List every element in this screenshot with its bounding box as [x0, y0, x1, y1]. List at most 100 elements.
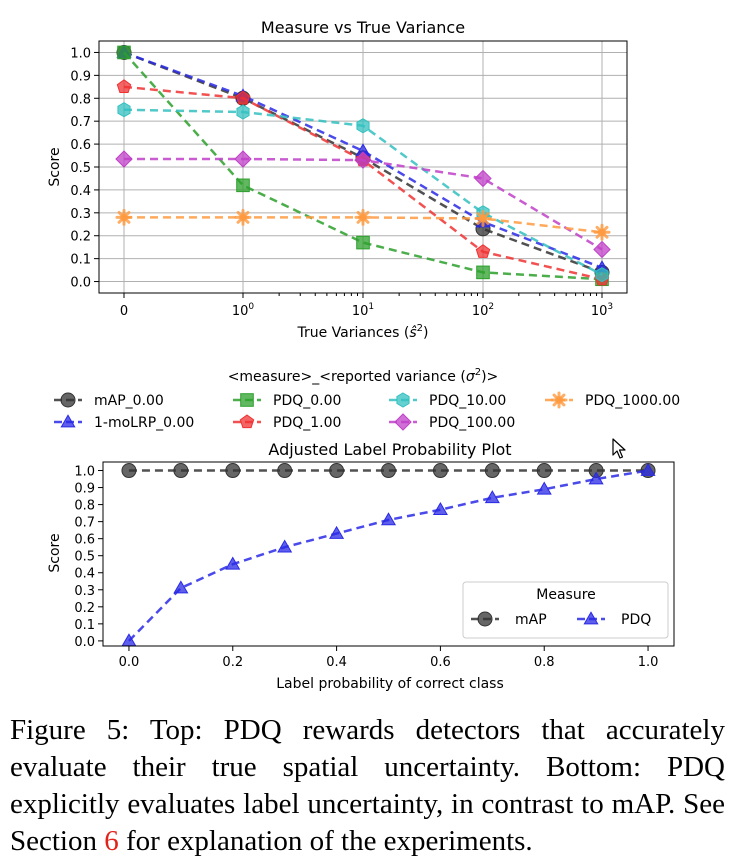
top-legend: <measure>_<reported variance (σ2)> mAP_0… [54, 367, 680, 431]
legend-label: PDQ_1.00 [273, 415, 341, 431]
data-point-pdq [380, 512, 397, 526]
data-point-pdq-1000-00 [354, 208, 372, 226]
data-point-pdq-100-00 [115, 150, 133, 168]
data-point-map [536, 463, 552, 479]
bottom-x-tick-label: 0.2 [222, 655, 243, 670]
legend-item-pdq-10-00: PDQ_10.00 [389, 392, 506, 409]
legend-label: PDQ_0.00 [273, 393, 341, 409]
bottom-y-tick-label: 0.7 [74, 516, 95, 531]
top-x-axis-label: True Variances (ŝ2) [296, 323, 428, 341]
bottom-axes-frame [102, 461, 675, 647]
legend-item-pdq-1-00: PDQ_1.00 [233, 414, 341, 431]
top-x-tick-label: 100 [232, 302, 255, 319]
data-point-pdq [329, 525, 345, 539]
legend-label: PDQ_10.00 [429, 393, 506, 409]
data-point-pdq [536, 481, 552, 495]
top-legend-title: <measure>_<reported variance (σ2)> [228, 367, 499, 385]
data-point-pdq-10-00 [356, 118, 370, 134]
legend-item-pdq: PDQ [577, 611, 651, 628]
legend-marker [239, 414, 255, 429]
data-point-pdq-100-00 [234, 150, 252, 168]
bottom-legend-box [462, 581, 669, 639]
legend-marker [396, 392, 410, 408]
bottom-y-tick-label: 0.9 [74, 482, 95, 497]
top-chart: Measure vs True Variance 0.0 0.1 0.2 0.3 0.4… [47, 18, 628, 341]
legend-marker [60, 392, 76, 408]
data-point-pdq-0-00 [356, 235, 370, 250]
legend-marker [477, 611, 493, 627]
legend-label: PDQ_1000.00 [585, 393, 680, 409]
figure: Measure vs True Variance 0.0 0.1 0.2 0.3 0.4… [47, 18, 680, 692]
top-y-tick-label: 0.9 [70, 69, 91, 84]
data-point-map [381, 463, 396, 479]
bottom-chart: Adjusted Label Probability Plot 0.00.10.… [47, 440, 675, 692]
bottom-y-tick-label: 0.8 [74, 499, 95, 514]
data-point-pdq [432, 502, 448, 516]
top-series [115, 44, 611, 287]
legend-item-pdq-0-00: PDQ_0.00 [233, 393, 341, 409]
data-point-map [121, 463, 137, 479]
legend-marker [240, 393, 254, 407]
legend-marker [394, 413, 412, 431]
top-y-tick-label: 0.7 [70, 115, 91, 130]
data-point-pdq-0-00 [476, 265, 490, 280]
legend-label: mAP [515, 612, 547, 628]
data-point-pdq-100-00 [354, 151, 372, 169]
figure-caption: Figure 5: Top: PDQ rewards detectors tha… [10, 714, 725, 857]
legend-label: PDQ [621, 612, 651, 628]
legend-marker [60, 414, 76, 428]
data-point-map [432, 463, 448, 479]
data-point-map [277, 463, 293, 479]
section-reference-link[interactable]: 6 [104, 825, 119, 857]
top-y-axis-label: Score [47, 147, 63, 186]
bottom-y-axis-label: Score [47, 533, 63, 572]
top-y-tick-label: 0.1 [70, 253, 91, 268]
data-point-map [173, 463, 189, 479]
data-point-pdq-10-00 [595, 267, 609, 283]
data-point-pdq [640, 462, 656, 476]
bottom-y-tick-label: 0.2 [74, 601, 95, 616]
bottom-x-tick-label: 0.8 [534, 655, 555, 670]
data-point-pdq-1000-00 [115, 208, 133, 226]
data-point-pdq-10-00 [117, 102, 131, 118]
legend-item-map: mAP [471, 611, 547, 628]
series-pdq-1000-00 [115, 208, 611, 241]
data-point-pdq-1000-00 [593, 223, 611, 241]
data-point-pdq-1000-00 [234, 208, 252, 226]
bottom-series [121, 462, 656, 647]
data-point-pdq [484, 490, 500, 504]
data-point-pdq [277, 539, 293, 553]
bottom-x-tick-label: 0.4 [326, 655, 347, 670]
legend-label: mAP_0.00 [94, 393, 164, 409]
bottom-x-tick-label: 0.0 [119, 655, 140, 670]
bottom-y-tick-label: 1.0 [74, 465, 95, 480]
top-y-tick-label: 0.3 [70, 207, 91, 222]
legend-label: 1-moLRP_0.00 [94, 415, 194, 431]
top-x-ticks: 0 100 101 102 103 [120, 293, 613, 319]
legend-item-pdq-1000-00: PDQ_1000.00 [545, 391, 680, 409]
bottom-legend: Measure mAP PDQ [462, 581, 669, 639]
top-x-tick-label: 101 [352, 302, 374, 319]
data-point-pdq-0-00 [236, 178, 250, 193]
top-y-tick-label: 0.0 [70, 276, 91, 291]
top-y-tick-label: 0.5 [70, 161, 91, 176]
legend-label: PDQ_100.00 [429, 415, 515, 431]
data-point-pdq [225, 556, 241, 570]
top-y-ticks: 0.0 0.1 0.2 0.3 0.4 0.5 0.6 0.7 0.8 0.9 1.0 [70, 46, 99, 291]
data-point-map [484, 463, 500, 479]
top-x-tick-label: 103 [591, 302, 613, 319]
bottom-legend-title: Measure [536, 587, 596, 603]
data-point-pdq [173, 580, 189, 594]
series-pdq-100-00 [115, 150, 611, 259]
data-point-map [225, 463, 241, 479]
data-point-pdq-10-00 [236, 104, 250, 120]
mouse-cursor-icon [612, 438, 626, 459]
data-point-pdq-1-00 [116, 79, 132, 93]
data-point-pdq [588, 471, 604, 485]
bottom-y-tick-label: 0.4 [74, 567, 95, 582]
bottom-y-tick-label: 0.1 [74, 618, 95, 633]
data-point-pdq-1000-00 [474, 210, 492, 228]
top-y-tick-label: 0.4 [70, 184, 91, 199]
bottom-x-tick-label: 1.0 [638, 655, 659, 670]
series-pdq [121, 462, 656, 647]
